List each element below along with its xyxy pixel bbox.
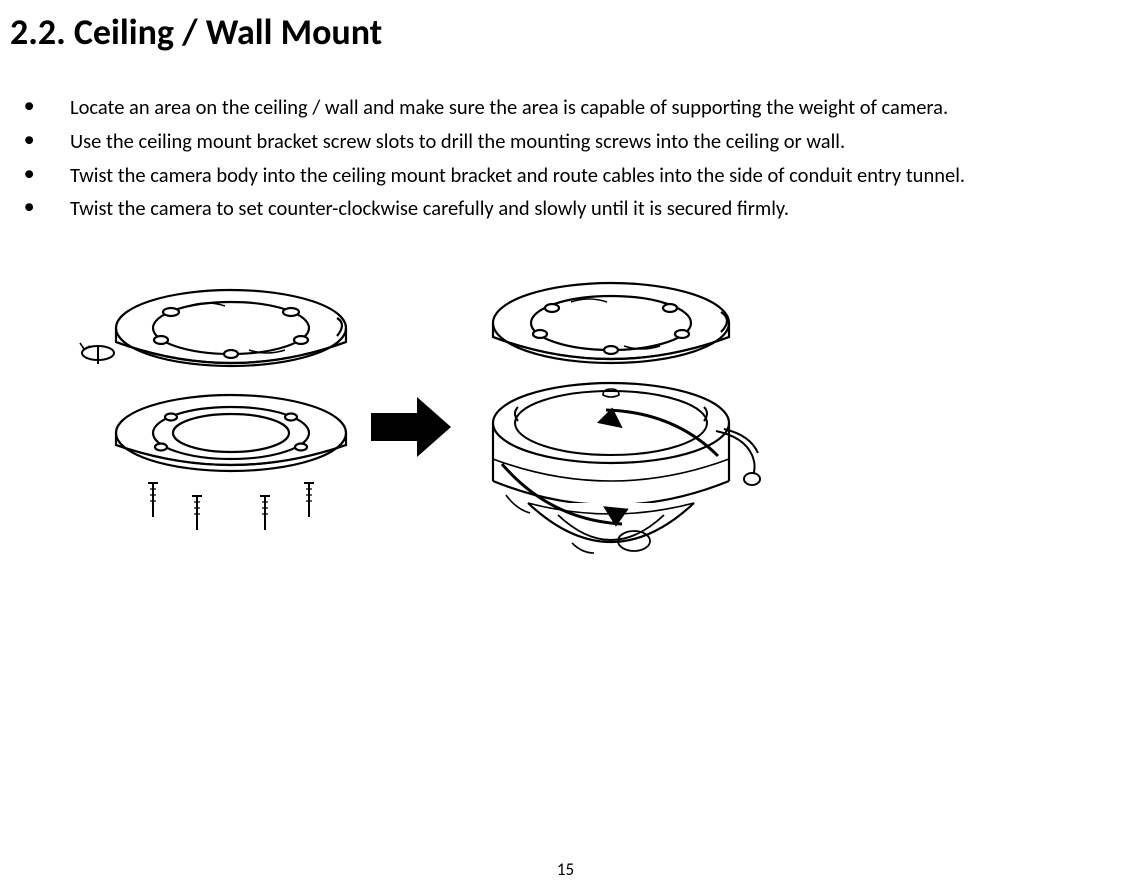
page-number: 15 xyxy=(0,859,1131,880)
list-item: Use the ceiling mount bracket screw slot… xyxy=(42,126,1121,158)
section-heading: 2.2. Ceiling / Wall Mount xyxy=(10,10,1121,54)
list-item: Twist the camera to set counter-clockwis… xyxy=(42,193,1121,225)
instruction-list: Locate an area on the ceiling / wall and… xyxy=(42,92,1121,225)
list-item: Twist the camera body into the ceiling m… xyxy=(42,160,1121,192)
mounting-diagram xyxy=(60,267,780,627)
list-item: Locate an area on the ceiling / wall and… xyxy=(42,92,1121,124)
